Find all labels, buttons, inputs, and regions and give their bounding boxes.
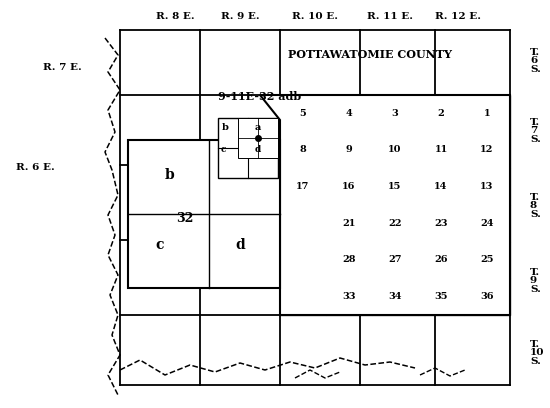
Bar	[372, 278, 418, 315]
Text: 17: 17	[296, 182, 310, 191]
Text: 27: 27	[388, 255, 401, 264]
Bar	[418, 169, 464, 205]
Text: R. 6 E.: R. 6 E.	[15, 164, 54, 173]
Text: b: b	[165, 168, 175, 182]
Bar	[418, 242, 464, 278]
Bar	[280, 95, 326, 132]
Bar	[280, 278, 326, 315]
Text: 25: 25	[480, 255, 494, 264]
Text: R. 9 E.: R. 9 E.	[221, 12, 259, 21]
Bar	[280, 132, 326, 169]
Text: 22: 22	[388, 219, 401, 228]
Text: c: c	[156, 238, 164, 252]
Bar	[464, 242, 510, 278]
Text: 9: 9	[345, 146, 353, 155]
Text: c: c	[220, 146, 225, 155]
Text: R. 8 E.: R. 8 E.	[156, 12, 194, 21]
Text: 14: 14	[434, 182, 448, 191]
Bar	[372, 205, 418, 242]
Bar	[372, 95, 418, 132]
Text: R. 10 E.: R. 10 E.	[292, 12, 338, 21]
Text: 11: 11	[434, 146, 448, 155]
Bar	[280, 205, 326, 242]
Bar	[372, 132, 418, 169]
Text: 16: 16	[342, 182, 356, 191]
Text: 5: 5	[300, 109, 306, 118]
Text: 2: 2	[438, 109, 444, 118]
Text: 4: 4	[345, 109, 353, 118]
Text: 13: 13	[480, 182, 494, 191]
Text: 34: 34	[388, 292, 401, 301]
Text: T.
8
S.: T. 8 S.	[530, 193, 541, 219]
Text: 9-11E-32 adb: 9-11E-32 adb	[218, 91, 301, 102]
Bar	[418, 278, 464, 315]
Bar	[464, 169, 510, 205]
Text: b: b	[222, 124, 228, 133]
Bar	[326, 95, 372, 132]
Text: 3: 3	[392, 109, 398, 118]
Text: T.
9
S.: T. 9 S.	[530, 268, 541, 294]
Text: 15: 15	[388, 182, 401, 191]
Bar	[418, 205, 464, 242]
Text: T.
10
S.: T. 10 S.	[530, 340, 544, 366]
Bar	[238, 118, 278, 158]
Text: 21: 21	[342, 219, 356, 228]
Bar	[372, 169, 418, 205]
Bar	[464, 278, 510, 315]
Bar	[280, 169, 326, 205]
Bar	[326, 278, 372, 315]
Bar	[326, 132, 372, 169]
Text: 24: 24	[480, 219, 494, 228]
Text: 36: 36	[480, 292, 494, 301]
Text: R. 12 E.: R. 12 E.	[435, 12, 481, 21]
Bar	[464, 95, 510, 132]
Bar	[418, 132, 464, 169]
Text: 10: 10	[388, 146, 401, 155]
Bar	[464, 132, 510, 169]
Bar	[326, 205, 372, 242]
Text: T.
7
S.: T. 7 S.	[530, 118, 541, 144]
Text: 33: 33	[342, 292, 356, 301]
Bar	[464, 205, 510, 242]
Text: T.
6
S.: T. 6 S.	[530, 48, 541, 73]
Bar	[418, 95, 464, 132]
Polygon shape	[260, 95, 510, 315]
Text: 26: 26	[434, 255, 448, 264]
Text: 12: 12	[480, 146, 494, 155]
Text: R. 7 E.: R. 7 E.	[43, 64, 81, 73]
Text: 23: 23	[434, 219, 448, 228]
Bar	[280, 242, 326, 278]
Text: 1: 1	[483, 109, 490, 118]
Text: R. 11 E.: R. 11 E.	[367, 12, 413, 21]
Bar	[128, 140, 280, 288]
Text: d: d	[255, 146, 261, 155]
Text: 35: 35	[434, 292, 448, 301]
Bar	[326, 169, 372, 205]
Bar	[372, 242, 418, 278]
Bar	[280, 95, 510, 315]
Text: 32: 32	[177, 211, 194, 224]
Text: 8: 8	[300, 146, 306, 155]
Bar	[218, 118, 278, 178]
Text: POTTAWATOMIE COUNTY: POTTAWATOMIE COUNTY	[288, 49, 452, 60]
Text: 28: 28	[342, 255, 356, 264]
Text: d: d	[235, 238, 245, 252]
Text: a: a	[255, 124, 261, 133]
Bar	[326, 242, 372, 278]
